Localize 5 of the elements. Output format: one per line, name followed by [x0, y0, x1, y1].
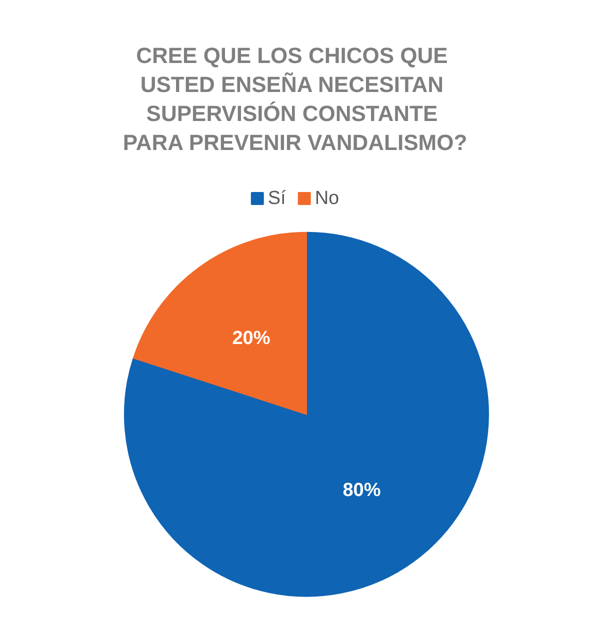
legend-label: No — [314, 188, 340, 209]
legend-label: Sí — [268, 188, 287, 209]
data-label: 20% — [232, 328, 270, 349]
chart-title: CREE QUE LOS CHICOS QUE USTED ENSEÑA NECESITAN SUPERVISIÓN CONSTANTE PARA PREVENIR VANDALISMO? — [122, 43, 468, 155]
data-label: 80% — [342, 480, 381, 501]
